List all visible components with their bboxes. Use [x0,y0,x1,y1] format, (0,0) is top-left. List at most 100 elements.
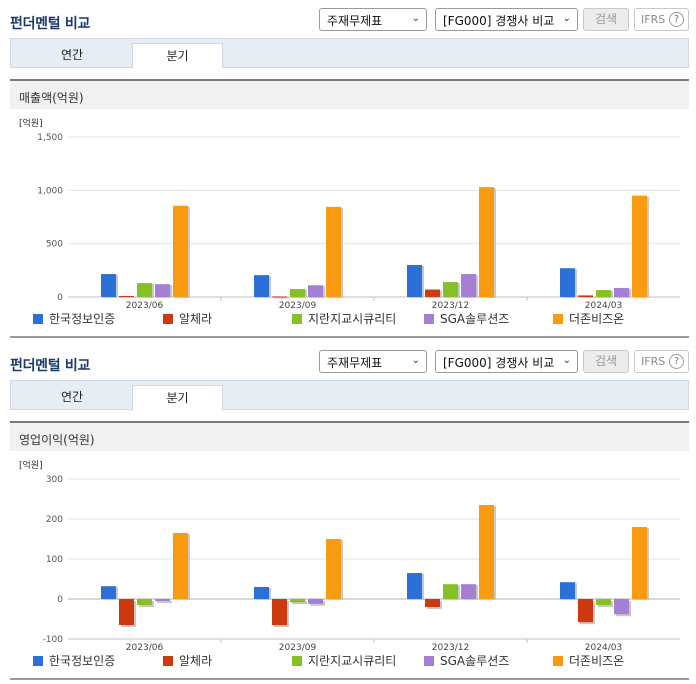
legend-label[interactable]: SGA솔루션즈 [440,654,509,668]
peer-group-select[interactable]: [FG000] 경쟁사 비교 ⌄ [435,8,578,31]
legend-swatch [163,314,173,324]
ifrs-label: IFRS [641,13,666,26]
legend-swatch [33,656,43,666]
help-icon: ? [669,12,684,27]
y-unit-label: [억원] [19,459,43,471]
bar-shadow [157,601,172,603]
bar [290,599,305,603]
legend-swatch [292,656,302,666]
chevron-down-icon: ⌄ [562,355,571,366]
search-button[interactable]: 검색 [583,350,629,373]
bar-shadow [292,601,307,605]
statement-type-select[interactable]: 주재무제표 ⌄ [319,350,427,373]
period-tabs: 연간 분기 [10,380,689,411]
legend-label[interactable]: 지란지교시큐리티 [308,654,396,668]
bar [254,587,269,599]
fundamental-panel-operating-profit: 펀더멘털 비교 주재무제표 ⌄ [FG000] 경쟁사 비교 ⌄ 검색 IFRS… [0,342,696,684]
bar-shadow [121,296,136,298]
x-tick-label: 2023/06 [126,643,164,653]
tab-annual[interactable]: 연간 [60,390,84,404]
tab-quarterly[interactable]: 분기 [132,43,223,69]
bar [614,287,629,297]
y-tick-label: 100 [46,555,63,565]
bar [326,539,341,599]
ifrs-button[interactable]: IFRS ? [634,8,689,31]
legend-swatch [424,314,434,324]
bar [407,573,422,599]
operating-profit-bar-chart: [억원] -100 0 100 200 300 2023/06 2023/09 2023/12 2… [19,459,680,668]
panel-title: 펀더멘털 비교 [10,16,91,32]
y-unit-label: [억원] [19,117,43,129]
bar [290,289,305,297]
bar [596,599,611,605]
bar [173,205,188,297]
bar [326,206,341,297]
chevron-down-icon: ⌄ [411,13,420,24]
statement-type-value: 주재무제표 [327,14,383,28]
bar [272,296,287,298]
bar [479,505,494,599]
bar [632,195,647,297]
bar [101,586,116,599]
bar [461,274,476,297]
bar [101,274,116,297]
legend-label[interactable]: 한국정보인증 [49,312,115,326]
x-tick-label: 2023/09 [279,301,317,311]
period-tabs: 연간 분기 [10,38,689,69]
bar [407,265,422,297]
chart-title-bar: 매출액(억원) [10,79,689,109]
x-tick-label: 2023/12 [432,301,469,311]
bar [443,584,458,599]
revenue-bar-chart: [억원] 0 500 1,000 1,500 2023/06 2023/09 2023/12 2… [19,117,680,326]
x-tick-label: 2024/03 [585,301,622,311]
bar [308,285,323,297]
bar [560,268,575,297]
legend-swatch [553,314,563,324]
bar [119,295,134,297]
divider [10,336,689,338]
bar [173,533,188,599]
chart-title-bar: 영업이익(억원) [10,421,689,451]
x-tick-label: 2023/09 [279,643,317,653]
x-tick-label: 2024/03 [585,643,622,653]
bar [461,584,476,599]
legend-label[interactable]: SGA솔루션즈 [440,312,509,326]
y-tick-label: 0 [57,595,63,605]
bar [119,599,134,625]
divider [10,678,689,680]
statement-type-select[interactable]: 주재무제표 ⌄ [319,8,427,31]
peer-group-select[interactable]: [FG000] 경쟁사 비교 ⌄ [435,350,578,373]
panel-header: 펀더멘털 비교 주재무제표 ⌄ [FG000] 경쟁사 비교 ⌄ 검색 IFRS… [0,0,696,38]
y-tick-label: 300 [46,475,63,485]
bar [578,599,593,623]
panel-header: 펀더멘털 비교 주재무제표 ⌄ [FG000] 경쟁사 비교 ⌄ 검색 IFRS… [0,342,696,380]
bar [596,290,611,297]
legend-label[interactable]: 더존비즈온 [569,654,624,668]
bar [632,527,647,599]
tab-annual[interactable]: 연간 [60,48,84,62]
tab-quarterly[interactable]: 분기 [132,385,223,411]
legend-label[interactable]: 한국정보인증 [49,654,115,668]
help-icon: ? [669,354,684,369]
panel-title: 펀더멘털 비교 [10,358,91,374]
legend-label[interactable]: 지란지교시큐리티 [308,312,396,326]
legend-swatch [553,656,563,666]
bar [614,599,629,615]
bar [578,295,593,297]
legend-swatch [292,314,302,324]
legend-label[interactable]: 더존비즈온 [569,312,624,326]
bar [425,599,440,607]
y-tick-label: 1,500 [37,133,63,143]
ifrs-button[interactable]: IFRS ? [634,350,689,373]
search-button[interactable]: 검색 [583,8,629,31]
fundamental-panel-revenue: 펀더멘털 비교 주재무제표 ⌄ [FG000] 경쟁사 비교 ⌄ 검색 IFRS… [0,0,696,338]
bar [254,275,269,297]
bar [479,187,494,297]
bar [425,289,440,297]
chart-title: 매출액(억원) [19,91,84,105]
y-tick-label: 1,000 [37,186,63,196]
bar [272,599,287,625]
chart-title: 영업이익(억원) [19,433,95,447]
legend-label[interactable]: 알체라 [179,312,212,326]
legend-label[interactable]: 알체라 [179,654,212,668]
